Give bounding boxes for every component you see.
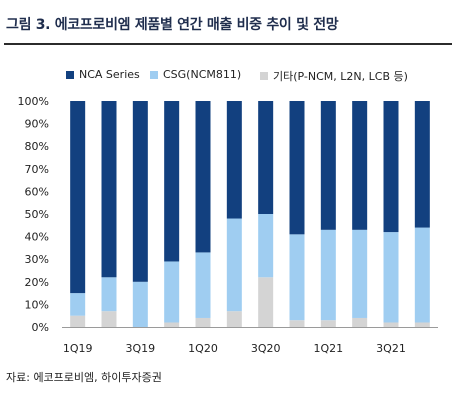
legend-swatch-csg — [150, 70, 158, 79]
bar-nca-3q19 — [132, 101, 148, 282]
y-tick-label: 50% — [25, 208, 49, 221]
bar-nca-1q20 — [195, 101, 211, 253]
bar-other-4q19 — [164, 322, 180, 327]
x-tick-label: 1Q19 — [63, 342, 93, 355]
bar-other-1q20 — [195, 317, 211, 327]
x-tick-label: 1Q21 — [314, 342, 344, 355]
y-tick-label: 60% — [25, 185, 49, 198]
bar-csg-1q19 — [70, 293, 86, 316]
bar-csg-3q20 — [258, 214, 274, 278]
bar-csg-3q21 — [383, 232, 399, 323]
bar-nca-3q21 — [383, 101, 399, 233]
legend-label-other: 기타(P-NCM, L2N, LCB 등) — [273, 70, 408, 83]
bar-other-4q20 — [289, 320, 305, 327]
y-tick-label: 80% — [25, 140, 49, 153]
bar-csg-4q21 — [414, 227, 430, 323]
bar-csg-2q20 — [226, 218, 242, 312]
bar-other-2q21 — [352, 317, 368, 327]
title-divider — [4, 43, 452, 45]
legend-label-nca: NCA Series — [79, 68, 140, 81]
bar-other-3q20 — [258, 277, 274, 327]
bar-nca-2q21 — [352, 101, 368, 230]
x-tick-label: 3Q20 — [251, 342, 281, 355]
x-tick-label: 3Q19 — [126, 342, 156, 355]
bar-other-2q20 — [226, 311, 242, 327]
legend-item-other: 기타(P-NCM, L2N, LCB 등) — [260, 68, 408, 84]
bar-csg-1q20 — [195, 252, 211, 318]
bar-csg-2q19 — [101, 277, 117, 312]
legend-swatch-other — [260, 72, 268, 80]
legend-label-csg: CSG(NCM811) — [163, 68, 242, 81]
x-tick-label: 1Q20 — [188, 342, 218, 355]
legend-swatch-nca — [66, 70, 74, 79]
bar-csg-4q19 — [164, 261, 180, 323]
bar-csg-4q20 — [289, 234, 305, 321]
y-tick-label: 40% — [25, 231, 49, 244]
y-tick-label: 0% — [32, 321, 49, 334]
bar-csg-1q21 — [320, 229, 336, 321]
bar-nca-2q19 — [101, 101, 117, 278]
y-tick-label: 70% — [25, 163, 49, 176]
y-tick-label: 100% — [18, 95, 49, 108]
bar-nca-4q19 — [164, 101, 180, 262]
y-tick-label: 10% — [25, 298, 49, 311]
y-tick-label: 30% — [25, 253, 49, 266]
y-tick-label: 90% — [25, 118, 49, 131]
bar-nca-2q20 — [226, 101, 242, 219]
bar-other-3q21 — [383, 322, 399, 327]
bar-csg-3q19 — [132, 281, 148, 327]
x-tick-label: 3Q21 — [376, 342, 406, 355]
bar-nca-4q21 — [414, 101, 430, 228]
bar-nca-3q20 — [258, 101, 274, 214]
y-tick-label: 20% — [25, 276, 49, 289]
bar-other-1q21 — [320, 320, 336, 327]
bar-nca-1q19 — [70, 101, 86, 294]
legend-item-nca: NCA Series — [66, 68, 140, 81]
bar-other-1q19 — [70, 315, 86, 327]
bar-csg-2q21 — [352, 229, 368, 318]
bar-other-4q21 — [414, 322, 430, 327]
bar-nca-1q21 — [320, 101, 336, 230]
bar-nca-4q20 — [289, 101, 305, 235]
bar-other-2q19 — [101, 311, 117, 327]
legend-item-csg: CSG(NCM811) — [150, 68, 241, 81]
source-note: 자료: 에코프로비엠, 하이투자증권 — [6, 371, 162, 384]
chart-legend: NCA Series CSG(NCM811) 기타(P-NCM, L2N, LC… — [0, 68, 456, 84]
figure-title: 그림 3. 에코프로비엠 제품별 연간 매출 비중 추이 및 전망 — [6, 17, 339, 33]
